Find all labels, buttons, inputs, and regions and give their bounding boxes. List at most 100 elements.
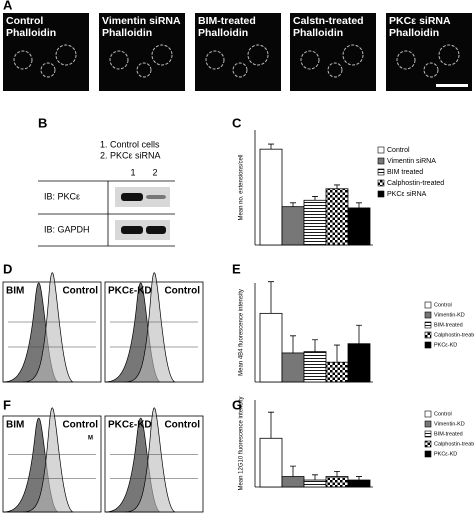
image-label: Phalloidin [389, 27, 439, 39]
image-label: PKCε siRNA [389, 15, 451, 27]
legend-swatch [377, 190, 385, 198]
error-bar [356, 476, 362, 481]
blot-legend: 2. PKCε siRNA [100, 150, 161, 160]
error-bar [268, 143, 274, 150]
legend-label: PKCε siRNA [387, 191, 427, 198]
cell [327, 62, 343, 78]
lane-label: 2 [152, 167, 157, 177]
legend-label: Control [434, 302, 452, 308]
legend-swatch [377, 146, 385, 154]
histogram-label: Control [62, 286, 98, 297]
panel-label: F [3, 397, 11, 412]
micrograph [290, 13, 376, 91]
legend-swatch [424, 341, 432, 349]
legend-label: Vimentin siRNA [387, 158, 436, 165]
cell [396, 50, 416, 70]
blot-legend: 1. Control cells [100, 139, 160, 149]
image-label: Phalloidin [102, 27, 152, 39]
error-bar [356, 202, 362, 208]
histogram-label: PKCε-KD [108, 420, 152, 431]
bar [325, 188, 349, 246]
band [121, 193, 143, 201]
bar [259, 312, 283, 383]
bar [303, 479, 327, 488]
legend-label: Calphostin-treated [387, 180, 444, 187]
panel-label: A [3, 0, 13, 12]
panel-label: G [232, 397, 242, 412]
bar [281, 352, 305, 383]
histogram-label: Control [164, 420, 200, 431]
legend-label: Control [387, 147, 410, 154]
legend-swatch [424, 450, 432, 458]
micrograph [386, 13, 472, 91]
legend-label: Vimentin-KD [434, 421, 465, 427]
legend-label: Calphostin-treatec [434, 441, 474, 447]
cell [109, 50, 129, 70]
panel-label: C [232, 115, 242, 130]
bar [281, 206, 305, 246]
error-bar [334, 184, 340, 189]
bar [281, 476, 305, 488]
histogram-label: PKCε-KD [108, 286, 152, 297]
cell [438, 44, 460, 66]
micrograph [195, 13, 281, 91]
image-label: Phalloidin [293, 27, 343, 39]
histogram-label: Control [62, 420, 98, 431]
cell [423, 62, 439, 78]
histogram-peak [22, 407, 74, 513]
legend-label: BIM treated [387, 169, 423, 176]
bar [303, 199, 327, 246]
legend-swatch [424, 430, 432, 438]
legend-swatch [377, 168, 385, 176]
legend-label: BIM-treated [434, 431, 463, 437]
error-bar [268, 411, 274, 439]
legend-label: PKCε-KD [434, 342, 457, 348]
image-label: Phalloidin [6, 27, 56, 39]
panel-label: B [38, 115, 47, 130]
cell [247, 44, 269, 66]
histogram-peak [124, 407, 176, 513]
error-bar [356, 324, 362, 344]
cell [13, 50, 33, 70]
image-label: Vimentin siRNA [102, 15, 181, 27]
bar [325, 476, 349, 488]
image-label: Control [6, 15, 43, 27]
lane-label: 1 [130, 167, 135, 177]
cell [136, 62, 152, 78]
histogram-label: BIM [6, 286, 24, 297]
cell [205, 50, 225, 70]
legend-swatch [424, 440, 432, 448]
blot-row-label: IB: GAPDH [44, 224, 90, 234]
error-bar [290, 465, 296, 477]
cell [151, 44, 173, 66]
cell [300, 50, 320, 70]
y-axis-label: Mean 4B4 fluorescence intensity [239, 289, 245, 376]
y-axis-label: Mean no. extensions/cell [239, 154, 245, 220]
cell [55, 44, 77, 66]
bar [303, 351, 327, 383]
band [121, 226, 143, 234]
legend-swatch [424, 301, 432, 309]
panel-label: D [3, 261, 12, 276]
bar [347, 479, 371, 488]
legend-label: Vimentin-KD [434, 312, 465, 318]
bar [347, 207, 371, 246]
image-label: Phalloidin [198, 27, 248, 39]
cell [232, 62, 248, 78]
bar [325, 361, 349, 383]
legend-swatch [424, 420, 432, 428]
legend-swatch [424, 321, 432, 329]
legend-swatch [424, 331, 432, 339]
legend-label: Calphostin-treatec [434, 332, 474, 338]
histogram-label: Control [164, 286, 200, 297]
histogram-peak [22, 272, 74, 383]
legend-swatch [377, 157, 385, 165]
error-bar [312, 196, 318, 201]
error-bar [290, 335, 296, 353]
histogram-label: BIM [6, 420, 24, 431]
legend-swatch [377, 179, 385, 187]
legend-swatch [424, 410, 432, 418]
bar [347, 343, 371, 383]
legend-label: BIM-treated [434, 322, 463, 328]
